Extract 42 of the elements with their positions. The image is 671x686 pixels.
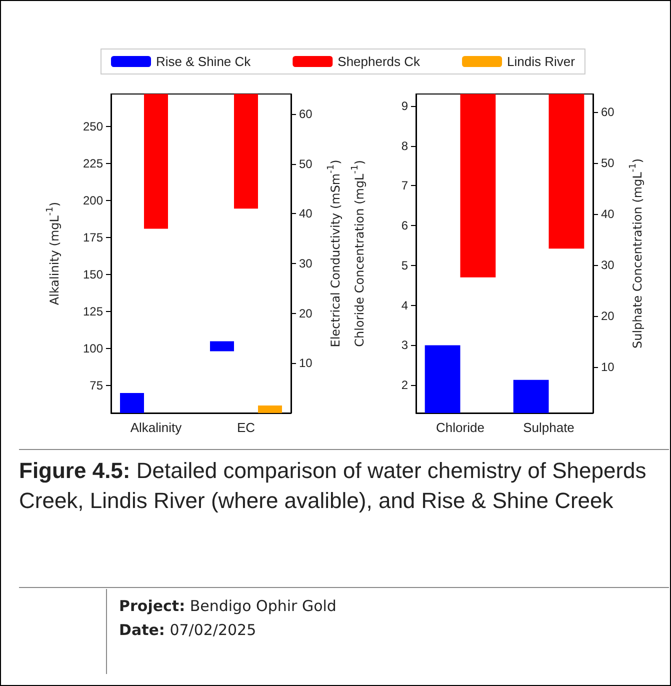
y-tick-label: 225 — [82, 156, 104, 171]
y2-tick-label: 20 — [299, 306, 313, 320]
y2-tick-label: 30 — [601, 258, 615, 272]
x-tick-label: EC — [236, 420, 256, 435]
y-tick-label: 4 — [401, 298, 408, 312]
y-tick-label: 100 — [82, 342, 104, 356]
y-axis-title: Alkalinity (mgL-1) — [46, 202, 62, 306]
y-tick-label: 8 — [401, 138, 408, 153]
y2-tick-label: 60 — [299, 106, 313, 121]
x-tick-label: Chloride — [436, 420, 484, 435]
y-tick-label: 150 — [82, 268, 104, 282]
y-tick-label: 175 — [82, 230, 104, 245]
legend-label: Shepherds Ck — [338, 54, 421, 69]
text: Project: Bendigo Ophir Gold — [119, 597, 336, 615]
y2-tick-label: 20 — [601, 309, 615, 324]
y2-tick-label: 50 — [299, 156, 313, 171]
legend-label: Rise & Shine Ck — [156, 54, 252, 69]
x-tick-label: Alkalinity — [130, 420, 182, 435]
y-tick-label: 125 — [82, 304, 104, 319]
y-tick-label: 200 — [82, 194, 104, 208]
y-tick-label: 6 — [401, 218, 408, 233]
y2-tick-label: 40 — [601, 206, 615, 221]
y2-tick-label: 10 — [299, 356, 313, 370]
y2-tick-label: 50 — [601, 156, 615, 170]
y2-tick-label: 10 — [601, 360, 615, 374]
y-tick-label: 250 — [82, 120, 104, 134]
y-tick-label: 5 — [401, 258, 408, 272]
y-tick-label: 2 — [401, 378, 408, 392]
y-tick-label: 9 — [401, 98, 408, 113]
legend-label: Lindis River — [507, 54, 576, 69]
y2-axis-title: Electrical Conductivity (mSm-1) — [326, 160, 342, 348]
y-axis-title: Chloride Concentration (mgL-1) — [350, 160, 366, 347]
y-tick-label: 7 — [401, 178, 408, 193]
x-tick-label: Sulphate — [523, 420, 574, 435]
y-tick-label: 75 — [90, 378, 104, 393]
y-tick-label: 3 — [401, 338, 408, 352]
text: Date: 07/02/2025 — [119, 621, 256, 639]
y2-tick-label: 40 — [299, 206, 313, 221]
y2-tick-label: 30 — [299, 256, 313, 270]
caption: Figure 4.5: Detailed comparison of water chemistry of Sheperds Creek, Lindis River (where avalible), and Rise & Shine Creek — [19, 449, 669, 516]
y2-tick-label: 60 — [601, 104, 615, 119]
y2-axis-title: Sulphate Concentration (mgL-1) — [628, 158, 644, 349]
